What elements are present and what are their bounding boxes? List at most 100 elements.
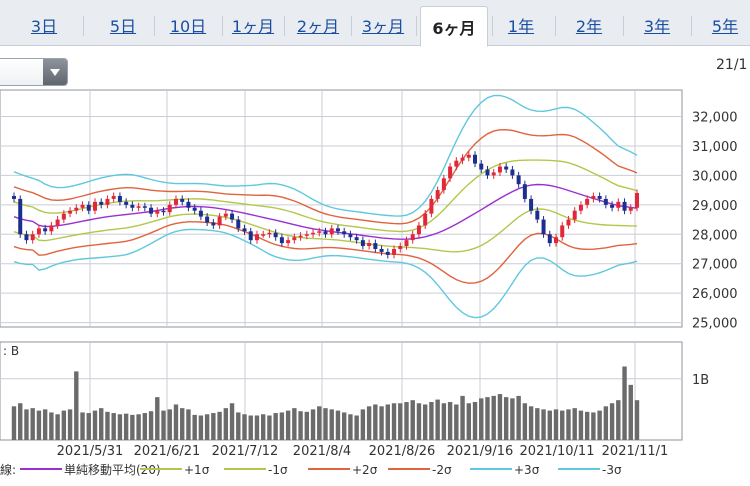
volume-bar — [528, 406, 534, 440]
sigma-band-line — [13, 159, 638, 233]
volume-bar — [341, 412, 347, 440]
volume-bar — [74, 371, 79, 440]
volume-bar — [136, 414, 141, 440]
tab-9[interactable]: 2年 — [575, 17, 603, 36]
volume-bar — [609, 403, 615, 440]
sigma-band-line — [13, 228, 638, 319]
volume-bar — [379, 406, 384, 440]
legend-label: +1σ — [184, 463, 210, 477]
volume-bar — [447, 402, 453, 440]
candle-body — [504, 166, 509, 170]
legend-prefix: 線: — [0, 462, 16, 477]
candle-body — [311, 232, 316, 235]
period-tab-bar: 3日 5日 10日 1ヶ月 2ヶ月 3ヶ月 6ヶ月 1年 2年 3年 5年 — [0, 0, 750, 47]
volume-bar — [223, 408, 229, 440]
candle-body — [635, 193, 639, 208]
candle-body — [286, 240, 291, 244]
tab-7[interactable]: 6ヶ月 — [420, 6, 488, 47]
candle-body — [298, 235, 303, 238]
volume-bar — [628, 384, 633, 440]
candle-body — [348, 234, 353, 238]
volume-bar — [211, 413, 216, 440]
volume-bar — [516, 395, 521, 440]
x-tick-label: 2021/10/11 — [520, 444, 595, 459]
candle-body — [180, 198, 185, 202]
candle-body — [92, 201, 97, 211]
candle-body — [578, 204, 583, 211]
price-panel — [0, 89, 683, 328]
volume-bar — [391, 403, 397, 440]
tab-separator — [416, 16, 417, 36]
tab-separator — [555, 16, 556, 36]
tab-3[interactable]: 10日 — [169, 17, 207, 36]
candle-body — [591, 195, 596, 199]
volume-bar — [61, 410, 67, 440]
candle-body — [217, 216, 222, 226]
candle-body — [335, 228, 340, 232]
volume-bar — [597, 410, 602, 440]
candle-body — [211, 222, 216, 226]
volume-bar — [148, 411, 154, 440]
tab-5[interactable]: 2ヶ月 — [296, 17, 340, 36]
tab-4[interactable]: 1ヶ月 — [231, 17, 275, 36]
candle-body — [454, 160, 459, 167]
volume-bar — [117, 414, 123, 440]
tab-8[interactable]: 1年 — [507, 17, 535, 36]
candle-body — [36, 228, 41, 235]
candle-body — [292, 237, 297, 241]
candle-body — [510, 169, 515, 176]
candle-body — [136, 206, 141, 208]
volume-bar — [204, 414, 210, 440]
volume-bar — [497, 394, 503, 440]
tab-10[interactable]: 3年 — [643, 17, 671, 36]
x-tick-label: 2021/8/4 — [293, 444, 351, 459]
candle-body — [473, 154, 478, 164]
volume-bar — [591, 412, 596, 440]
volume-bar — [242, 414, 247, 440]
tab-1[interactable]: 3日 — [30, 17, 58, 36]
candle-body — [267, 232, 272, 235]
legend-label: -2σ — [432, 463, 452, 477]
candle-body — [149, 207, 154, 214]
volume-bar — [547, 410, 552, 440]
volume-bar — [410, 400, 415, 440]
candle-body — [12, 195, 16, 199]
candle-body — [354, 237, 359, 241]
volume-bar — [198, 415, 204, 440]
volume-bar — [566, 409, 571, 440]
sigma-band-line — [13, 94, 638, 217]
volume-bar — [310, 409, 316, 440]
volume-bar — [560, 410, 565, 440]
volume-bar — [454, 404, 459, 440]
x-tick-label: 2021/8/26 — [369, 444, 436, 459]
volume-bar — [92, 410, 98, 440]
volume-bar — [385, 404, 390, 440]
candle-body — [80, 204, 85, 208]
volume-bar — [285, 410, 291, 440]
volume-bar — [422, 404, 428, 440]
volume-bar — [80, 412, 85, 440]
volume-bar — [173, 404, 179, 440]
candle-body — [49, 225, 54, 232]
volume-bar — [192, 414, 197, 440]
volume-bar — [99, 408, 104, 440]
legend-label: +2σ — [352, 463, 378, 477]
candle-body — [628, 207, 633, 211]
volume-bar — [472, 402, 478, 440]
candle-body — [86, 204, 91, 211]
chart-type-select[interactable] — [0, 58, 68, 86]
candle-body — [124, 201, 129, 205]
candle-body — [279, 237, 284, 244]
volume-bar — [30, 408, 35, 440]
sigma-band-line — [13, 208, 637, 253]
volume-bar — [155, 397, 160, 440]
volume-bar — [317, 406, 322, 440]
tab-2[interactable]: 5日 — [109, 17, 137, 36]
volume-bar — [491, 395, 496, 440]
tab-6[interactable]: 3ヶ月 — [361, 17, 405, 36]
volume-bar — [292, 408, 297, 440]
chevron-down-icon[interactable] — [43, 59, 67, 85]
candle-body — [566, 219, 571, 226]
tab-11[interactable]: 5年 — [711, 17, 739, 36]
